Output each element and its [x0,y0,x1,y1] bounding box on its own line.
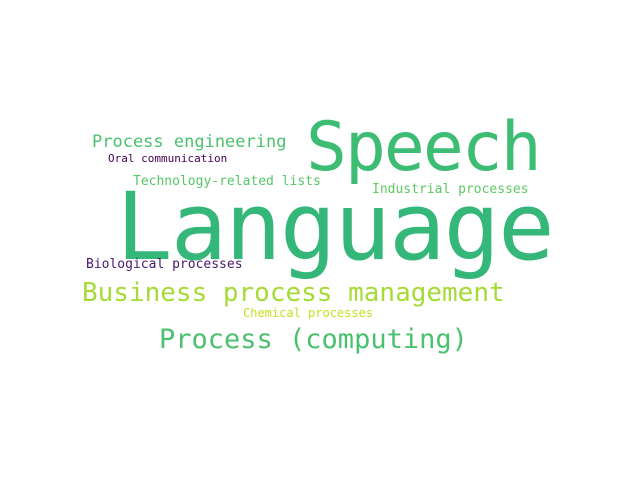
word-biological-processes: Biological processes [86,257,243,272]
word-chemical-processes: Chemical processes [243,306,374,320]
word-business-process-management: Business process management [82,278,505,308]
word-technology-related-lists: Technology-related lists [133,174,321,189]
word-process-engineering: Process engineering [92,132,287,152]
word-speech: Speech [306,108,542,187]
word-industrial-processes: Industrial processes [372,182,529,197]
word-oral-communication: Oral communication [108,152,228,165]
word-language: Language [116,173,555,282]
word-process-computing: Process (computing) [159,324,468,355]
